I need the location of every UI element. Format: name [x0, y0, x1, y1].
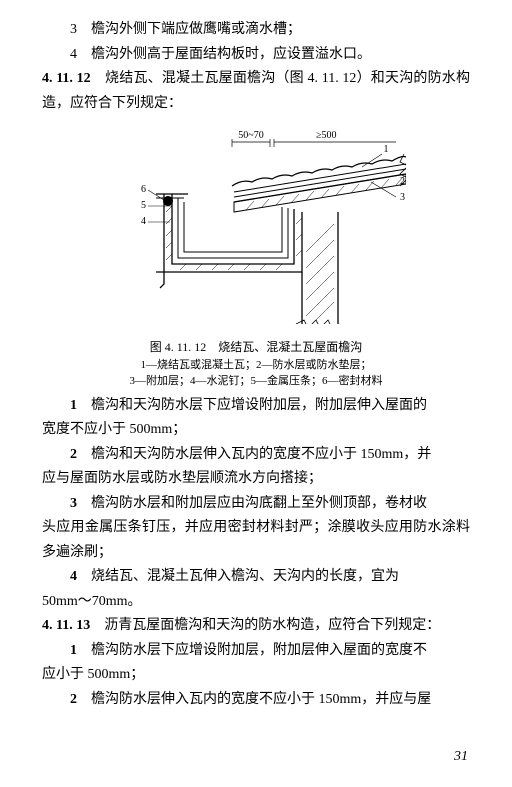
paragraph-2-cont: 应与屋面防水层或防水垫层顺流水方向搭接；: [42, 467, 470, 492]
paragraph-3-cont: 头应用金属压条钉压，并应用密封材料封严；涂膜收头应用防水涂料多遍涂刷；: [42, 516, 470, 565]
paragraph-13-1: 1 檐沟防水层下应增设附加层，附加层伸入屋面的宽度不: [42, 639, 470, 664]
item-num: 2: [70, 447, 77, 462]
paragraph-item-3: 3 檐沟外侧下端应做鹰嘴或滴水槽；: [42, 18, 470, 43]
figure-legend-2: 3—附加层；4—水泥钉；5—金属压条；6—密封材料: [42, 373, 470, 390]
paragraph-2: 2 檐沟和天沟防水层伸入瓦内的宽度不应小于 150mm，并: [42, 443, 470, 468]
item-num: 1: [70, 643, 77, 658]
page-number: 31: [454, 745, 468, 770]
item-num: 2: [70, 692, 77, 707]
paragraph-13-2: 2 檐沟防水层伸入瓦内的宽度不应小于 150mm，并应与屋: [42, 688, 470, 713]
text: 檐沟防水层伸入瓦内的宽度不应小于 150mm，并应与屋: [77, 692, 431, 707]
text: 檐沟防水层下应增设附加层，附加层伸入屋面的宽度不: [77, 643, 427, 658]
callout-5: 5: [141, 200, 146, 211]
section-text: 烧结瓦、混凝土瓦屋面檐沟（图 4. 11. 12）和天沟的防水构造，应符合下列规…: [42, 71, 470, 111]
figure-4-11-12: 50~70 ≥500 1: [42, 124, 470, 390]
wall-below: [302, 212, 338, 324]
text: 烧结瓦、混凝土瓦伸入檐沟、天沟内的长度，宜为: [77, 569, 399, 584]
text: 檐沟和天沟防水层下应增设附加层，附加层伸入屋面的: [77, 398, 427, 413]
dim-500: ≥500: [316, 130, 337, 141]
gutter: [156, 194, 302, 288]
callout-1: 1: [384, 144, 389, 155]
item-num: 3: [70, 496, 77, 511]
text: 4 檐沟外侧高于屋面结构板时，应设置溢水口。: [70, 47, 371, 62]
paragraph-4-cont: 50mm～70mm。: [42, 590, 470, 615]
figure-legend-1: 1—烧结瓦或混凝土瓦；2—防水层或防水垫层；: [42, 357, 470, 374]
text: 应小于 500mm；: [42, 667, 144, 682]
item-num: 4: [70, 569, 77, 584]
dim-50-70: 50~70: [238, 130, 263, 141]
figure-svg: 50~70 ≥500 1: [106, 124, 406, 324]
text: 应与屋面防水层或防水垫层顺流水方向搭接；: [42, 471, 322, 486]
text: 檐沟防水层和附加层应由沟底翻上至外侧顶部，卷材收: [77, 496, 427, 511]
callout-3: 3: [400, 192, 405, 203]
roof-tiles: [232, 157, 406, 213]
section-4-11-12: 4. 11. 12 烧结瓦、混凝土瓦屋面檐沟（图 4. 11. 12）和天沟的防…: [42, 67, 470, 116]
text: 宽度不应小于 500mm；: [42, 422, 186, 437]
callout-4: 4: [141, 216, 146, 227]
section-4-11-13: 4. 11. 13 沥青瓦屋面檐沟和天沟的防水构造，应符合下列规定：: [42, 614, 470, 639]
section-number: 4. 11. 13: [42, 618, 90, 633]
paragraph-1: 1 檐沟和天沟防水层下应增设附加层，附加层伸入屋面的: [42, 394, 470, 419]
item-num: 1: [70, 398, 77, 413]
paragraph-item-4: 4 檐沟外侧高于屋面结构板时，应设置溢水口。: [42, 43, 470, 68]
paragraph-4: 4 烧结瓦、混凝土瓦伸入檐沟、天沟内的长度，宜为: [42, 565, 470, 590]
section-number: 4. 11. 12: [42, 71, 91, 86]
section-text: 沥青瓦屋面檐沟和天沟的防水构造，应符合下列规定：: [90, 618, 440, 633]
callout-6: 6: [141, 184, 146, 195]
text: 檐沟和天沟防水层伸入瓦内的宽度不应小于 150mm，并: [77, 447, 431, 462]
paragraph-1-cont: 宽度不应小于 500mm；: [42, 418, 470, 443]
text: 3 檐沟外侧下端应做鹰嘴或滴水槽；: [70, 22, 301, 37]
paragraph-3: 3 檐沟防水层和附加层应由沟底翻上至外侧顶部，卷材收: [42, 492, 470, 517]
paragraph-13-1-cont: 应小于 500mm；: [42, 663, 470, 688]
figure-caption: 图 4. 11. 12 烧结瓦、混凝土瓦屋面檐沟: [42, 338, 470, 357]
text: 50mm～70mm。: [42, 594, 142, 609]
text: 头应用金属压条钉压，并应用密封材料封严；涂膜收头应用防水涂料多遍涂刷；: [42, 520, 470, 560]
